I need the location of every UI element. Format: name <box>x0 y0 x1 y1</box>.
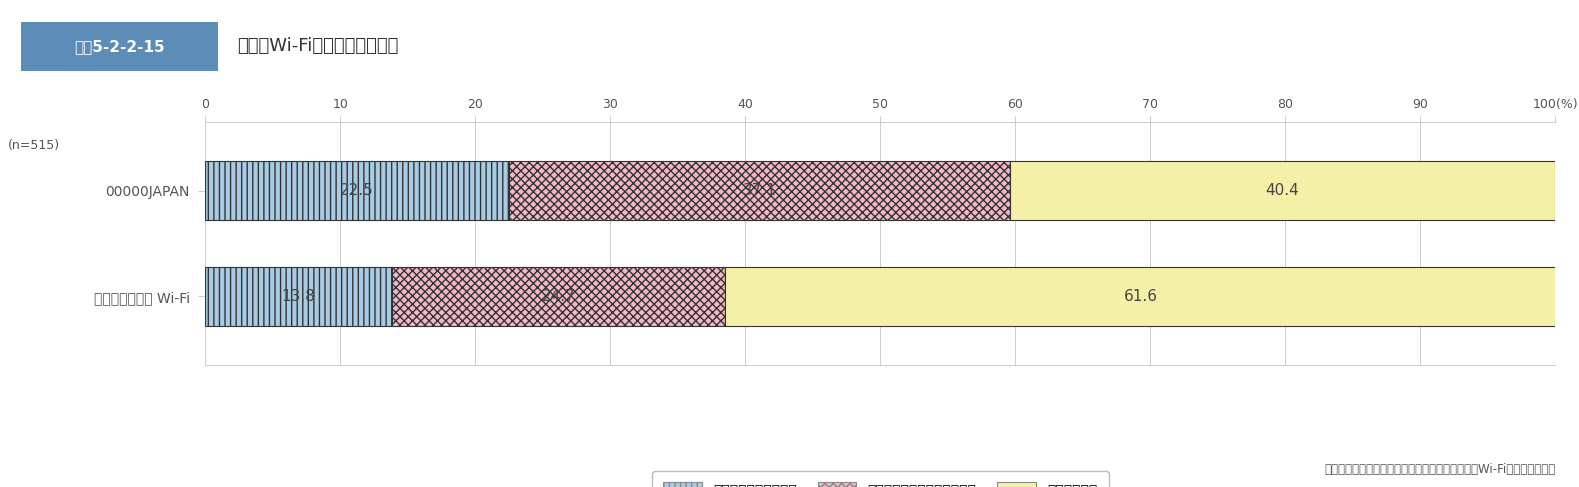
Text: 37.1: 37.1 <box>742 183 777 198</box>
Text: （出典）情報通信総合研究所「熊本地震におけるWi-Fi利用状況調査」: （出典）情報通信総合研究所「熊本地震におけるWi-Fi利用状況調査」 <box>1325 463 1555 476</box>
Legend: 知っていたし利用した, 知っていたが利用していない, 知らなかった: 知っていたし利用した, 知っていたが利用していない, 知らなかった <box>652 471 1108 487</box>
Text: (n=515): (n=515) <box>8 139 60 152</box>
Text: 図表5-2-2-15: 図表5-2-2-15 <box>74 39 164 54</box>
Text: 61.6: 61.6 <box>1124 289 1157 304</box>
Bar <box>205 162 508 220</box>
Text: 22.5: 22.5 <box>341 183 374 198</box>
Bar <box>392 267 725 325</box>
Text: 13.8: 13.8 <box>281 289 316 304</box>
Bar <box>205 267 392 325</box>
Text: 40.4: 40.4 <box>1266 183 1300 198</box>
Text: 24.7: 24.7 <box>542 289 575 304</box>
Bar <box>725 267 1557 325</box>
Bar <box>1011 162 1555 220</box>
Text: 災害時Wi-Fiの認知と利用状況: 災害時Wi-Fiの認知と利用状況 <box>237 37 398 55</box>
Bar <box>508 162 1011 220</box>
